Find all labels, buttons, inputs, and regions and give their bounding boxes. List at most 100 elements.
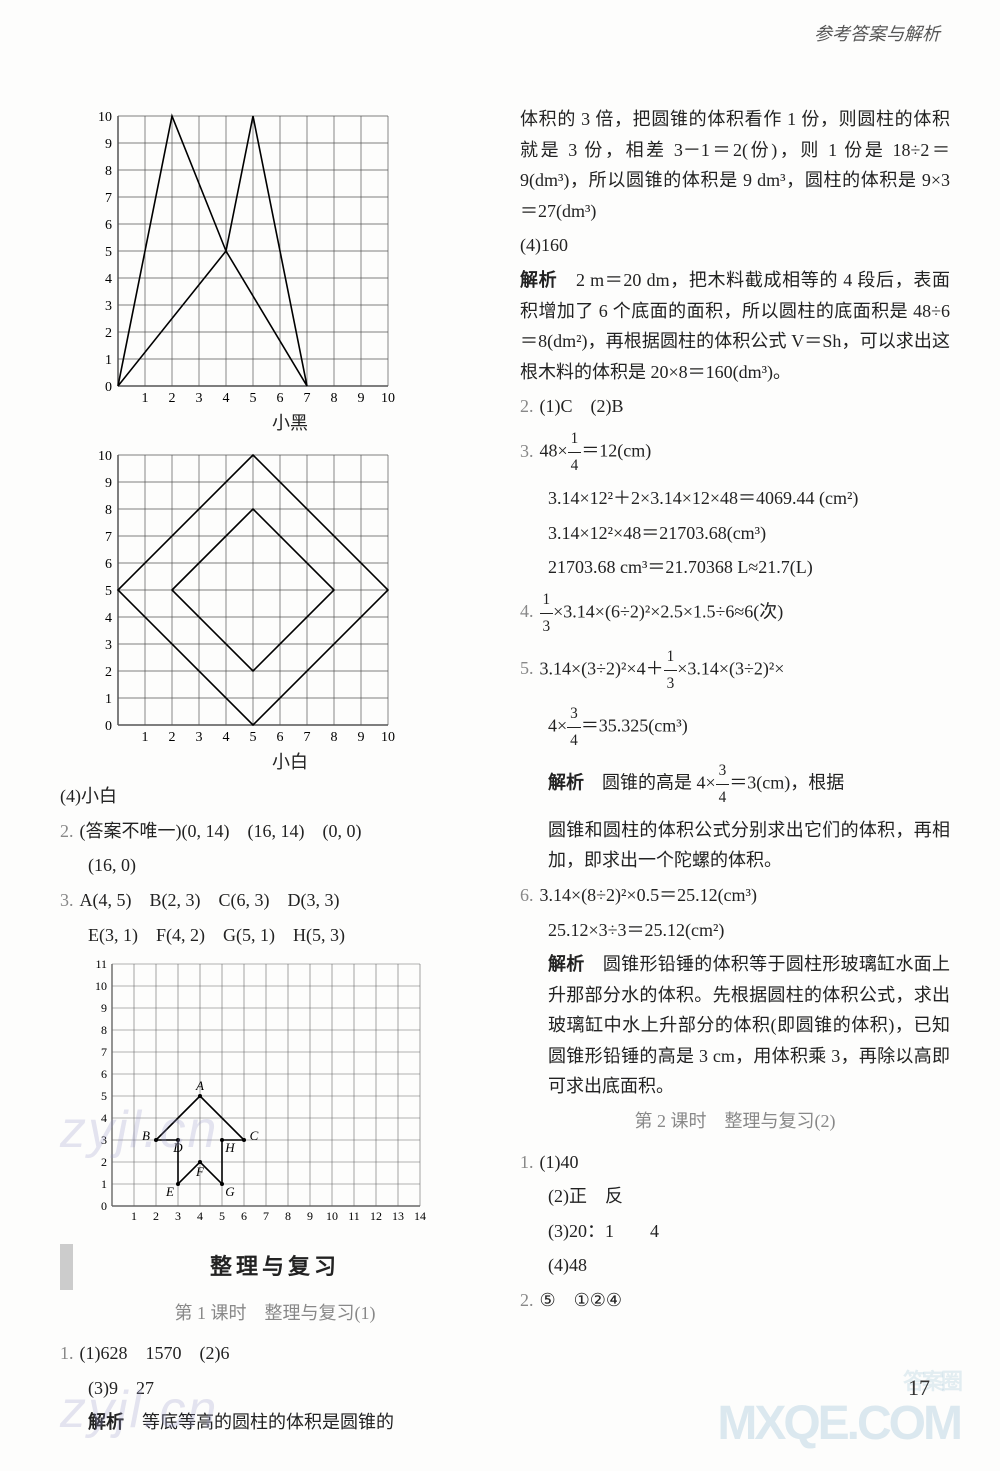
grid-xiaobai: 01122334455667788991010 小白	[90, 445, 490, 778]
svg-text:D: D	[172, 1140, 183, 1155]
rq4: 4.13×3.14×(6÷2)²×2.5×1.5÷6≈6(次)	[520, 587, 950, 640]
ans-2a: 2.(答案不唯一)(0, 14) (16, 14) (0, 0)	[60, 816, 490, 847]
svg-text:12: 12	[370, 1209, 382, 1223]
svg-text:A: A	[195, 1078, 204, 1093]
qnum-r4: 4.	[520, 601, 534, 621]
grid-xiaohei-label: 小黑	[90, 408, 490, 439]
grid-xiaobai-svg: 01122334455667788991010	[90, 445, 410, 745]
qnum-2: 2.	[60, 821, 74, 841]
svg-text:3: 3	[105, 638, 112, 653]
rp3: 解析 2 m＝20 dm，把木料截成相等的 4 段后，表面积增加了 6 个底面的…	[520, 265, 950, 387]
right-column: 体积的 3 倍，把圆锥的体积看作 1 份，则圆柱的体积就是 3 份，相差 3－1…	[520, 100, 950, 1442]
svg-text:9: 9	[101, 1001, 107, 1015]
svg-text:11: 11	[348, 1209, 360, 1223]
svg-text:7: 7	[101, 1045, 107, 1059]
page-header: 参考答案与解析	[814, 20, 940, 46]
rr1-1: 1.(1)40	[520, 1147, 950, 1178]
rr2: 2.⑤ ①②④	[520, 1285, 950, 1316]
section-sub: 第 1 课时 整理与复习(1)	[60, 1298, 490, 1329]
svg-text:6: 6	[105, 218, 112, 233]
rq5c: 4×34＝35.325(cm³)	[520, 701, 950, 754]
svg-text:6: 6	[277, 391, 284, 406]
svg-text:5: 5	[250, 730, 257, 745]
svg-text:1: 1	[142, 730, 149, 745]
svg-text:10: 10	[381, 391, 395, 406]
ans-3b: E(3, 1) F(4, 2) G(5, 1) H(5, 3)	[60, 920, 490, 951]
svg-text:9: 9	[307, 1209, 313, 1223]
jiexi-label-4: 解析	[548, 954, 585, 974]
ans-4: (4)小白	[60, 781, 490, 812]
svg-text:G: G	[225, 1184, 235, 1199]
svg-text:11: 11	[95, 957, 107, 971]
svg-text:5: 5	[105, 245, 112, 260]
svg-text:8: 8	[331, 730, 338, 745]
svg-text:2: 2	[101, 1155, 107, 1169]
svg-text:3: 3	[196, 391, 203, 406]
svg-text:1: 1	[105, 353, 112, 368]
svg-text:14: 14	[414, 1209, 426, 1223]
two-column-layout: 01122334455667788991010 小黑 0112233445566…	[60, 100, 950, 1442]
rq3l3: 3.14×12²×48＝21703.68(cm³)	[520, 518, 950, 549]
qnum-r2: 2.	[520, 396, 534, 416]
grid-flag: 012345678910111234567891011121314ABCDEFG…	[90, 956, 490, 1226]
svg-text:10: 10	[326, 1209, 338, 1223]
rr1-2: (2)正 反	[520, 1181, 950, 1212]
svg-text:8: 8	[101, 1023, 107, 1037]
svg-text:6: 6	[105, 557, 112, 572]
rq3l4: 21703.68 cm³＝21.70368 L≈21.7(L)	[520, 552, 950, 583]
svg-text:5: 5	[105, 584, 112, 599]
svg-text:8: 8	[105, 503, 112, 518]
svg-text:9: 9	[105, 476, 112, 491]
frac-1-4a: 14	[568, 426, 582, 479]
svg-text:10: 10	[98, 110, 112, 125]
svg-text:2: 2	[169, 391, 176, 406]
qnum-r3: 3.	[520, 441, 534, 461]
svg-text:13: 13	[392, 1209, 404, 1223]
ans-2b: (16, 0)	[60, 850, 490, 881]
left-column: 01122334455667788991010 小黑 0112233445566…	[60, 100, 490, 1442]
svg-text:10: 10	[381, 730, 395, 745]
rr1-3: (3)20：1 4	[520, 1216, 950, 1247]
svg-text:0: 0	[105, 380, 112, 395]
svg-text:8: 8	[331, 391, 338, 406]
jiexi-label-3: 解析	[548, 772, 584, 792]
rq6b: 25.12×3÷3＝25.12(cm²)	[520, 915, 950, 946]
section-sub-right: 第 2 课时 整理与复习(2)	[520, 1106, 950, 1137]
qnum-3: 3.	[60, 890, 74, 910]
r1c: 解析 等底等高的圆柱的体积是圆锥的	[60, 1407, 490, 1438]
svg-text:2: 2	[169, 730, 176, 745]
svg-text:0: 0	[105, 719, 112, 734]
svg-text:7: 7	[304, 391, 311, 406]
rq3l2: 3.14×12²＋2×3.14×12×48＝4069.44 (cm²)	[520, 483, 950, 514]
frac-3-4b: 34	[716, 758, 730, 811]
svg-text:5: 5	[250, 391, 257, 406]
rp1: 体积的 3 倍，把圆锥的体积看作 1 份，则圆柱的体积就是 3 份，相差 3－1…	[520, 104, 950, 226]
section-title: 整理与复习	[60, 1244, 490, 1289]
qnum-1l: 1.	[60, 1343, 74, 1363]
ans-3a: 3.A(4, 5) B(2, 3) C(6, 3) D(3, 3)	[60, 885, 490, 916]
rq5e: 解析 圆锥的高是 4×34＝3(cm)，根据	[520, 758, 950, 811]
svg-text:5: 5	[219, 1209, 225, 1223]
svg-text:4: 4	[105, 611, 112, 626]
rq6c: 解析 圆锥形铅锤的体积等于圆柱形玻璃缸水面上升那部分水的体积。先根据圆柱的体积公…	[520, 949, 950, 1102]
svg-text:3: 3	[175, 1209, 181, 1223]
frac-1-3b: 13	[664, 644, 678, 697]
svg-text:7: 7	[304, 730, 311, 745]
svg-text:10: 10	[95, 979, 107, 993]
page-number: 17	[908, 1375, 930, 1401]
svg-text:1: 1	[142, 391, 149, 406]
svg-text:9: 9	[358, 730, 365, 745]
rq5a: 5.3.14×(3÷2)²×4＋13×3.14×(3÷2)²×	[520, 644, 950, 697]
grid-xiaohei: 01122334455667788991010 小黑	[90, 106, 490, 439]
svg-text:8: 8	[105, 164, 112, 179]
svg-text:1: 1	[105, 692, 112, 707]
qnum-rr1: 1.	[520, 1152, 534, 1172]
svg-text:E: E	[165, 1184, 174, 1199]
rq3l1: 3.48×14＝12(cm)	[520, 426, 950, 479]
rq2: 2.(1)C (2)B	[520, 391, 950, 422]
rq5h: 圆锥和圆柱的体积公式分别求出它们的体积，再相加，即求出一个陀螺的体积。	[520, 815, 950, 876]
grid-flag-svg: 012345678910111234567891011121314ABCDEFG…	[90, 956, 430, 1226]
svg-text:2: 2	[153, 1209, 159, 1223]
svg-text:10: 10	[98, 449, 112, 464]
svg-text:7: 7	[263, 1209, 269, 1223]
